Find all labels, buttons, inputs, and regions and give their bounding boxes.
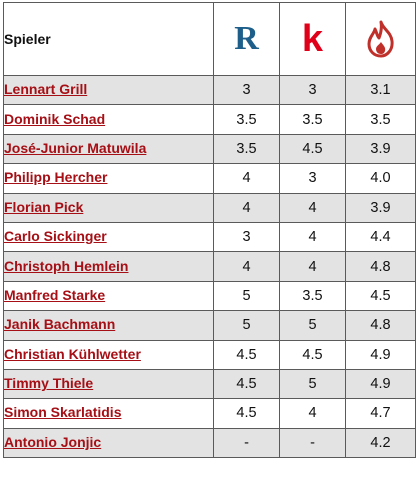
rating-flame-cell: 3.9 bbox=[345, 133, 416, 165]
player-name-cell: Philipp Hercher bbox=[3, 163, 214, 194]
player-link[interactable]: Florian Pick bbox=[4, 198, 84, 215]
rating-r-cell: 5 bbox=[213, 280, 280, 312]
rating-k-cell: 4.5 bbox=[279, 133, 346, 165]
rating-k-cell: 4 bbox=[279, 221, 346, 253]
rating-r-cell: 3 bbox=[213, 221, 280, 253]
player-name-cell: Janik Bachmann bbox=[3, 310, 214, 341]
table-row: Carlo Sickinger 3 4 4.4 bbox=[3, 221, 416, 253]
player-name-cell: Dominik Schad bbox=[3, 104, 214, 135]
rating-flame-cell: 3.9 bbox=[345, 192, 416, 223]
rating-flame-cell: 4.0 bbox=[345, 163, 416, 194]
table-row: José-Junior Matuwila 3.5 4.5 3.9 bbox=[3, 133, 416, 165]
table-row: Timmy Thiele 4.5 5 4.9 bbox=[3, 368, 416, 400]
rating-flame-cell: 4.9 bbox=[345, 368, 416, 400]
rating-flame-cell: 4.5 bbox=[345, 280, 416, 312]
rating-flame-cell: 4.4 bbox=[345, 221, 416, 253]
rating-r-cell: 4.5 bbox=[213, 398, 280, 429]
rating-k-cell: 4 bbox=[279, 192, 346, 223]
table-row: Manfred Starke 5 3.5 4.5 bbox=[3, 280, 416, 312]
header-row: Spieler R k bbox=[3, 2, 416, 76]
rating-flame-cell: 4.2 bbox=[345, 427, 416, 459]
player-link[interactable]: Lennart Grill bbox=[4, 81, 88, 98]
rating-k-cell: 4.5 bbox=[279, 339, 346, 370]
rating-r-cell: 3.5 bbox=[213, 104, 280, 135]
player-link[interactable]: Timmy Thiele bbox=[4, 375, 94, 392]
rating-k-cell: 5 bbox=[279, 368, 346, 400]
table-row: Lennart Grill 3 3 3.1 bbox=[3, 74, 416, 106]
source-k-header: k bbox=[279, 2, 346, 76]
rating-r-cell: 4 bbox=[213, 192, 280, 223]
ratings-table: Spieler R k Lennart Grill 3 bbox=[3, 2, 416, 459]
player-name-cell: Simon Skarlatidis bbox=[3, 398, 214, 429]
rating-r-cell: 4 bbox=[213, 251, 280, 282]
rating-k-cell: 4 bbox=[279, 251, 346, 282]
player-link[interactable]: José-Junior Matuwila bbox=[4, 139, 147, 156]
rating-k-cell: 3.5 bbox=[279, 104, 346, 135]
player-link[interactable]: Janik Bachmann bbox=[4, 316, 116, 333]
rating-k-cell: 5 bbox=[279, 310, 346, 341]
rating-flame-cell: 3.5 bbox=[345, 104, 416, 135]
rating-r-cell: 5 bbox=[213, 310, 280, 341]
player-link[interactable]: Dominik Schad bbox=[4, 110, 106, 127]
player-column-header: Spieler bbox=[3, 2, 214, 76]
rating-r-cell: 4 bbox=[213, 163, 280, 194]
rating-flame-cell: 4.9 bbox=[345, 339, 416, 370]
table-row: Christoph Hemlein 4 4 4.8 bbox=[3, 251, 416, 282]
rating-r-cell: 4.5 bbox=[213, 368, 280, 400]
source-flame-header bbox=[345, 2, 416, 76]
table-row: Florian Pick 4 4 3.9 bbox=[3, 192, 416, 223]
player-link[interactable]: Manfred Starke bbox=[4, 286, 106, 303]
player-link[interactable]: Christoph Hemlein bbox=[4, 257, 129, 274]
table-row: Janik Bachmann 5 5 4.8 bbox=[3, 310, 416, 341]
rating-r-cell: 3 bbox=[213, 74, 280, 106]
rating-k-cell: - bbox=[279, 427, 346, 459]
player-link[interactable]: Simon Skarlatidis bbox=[4, 404, 122, 421]
k-logo-icon: k bbox=[301, 18, 324, 60]
table-row: Antonio Jonjic - -4.2 bbox=[3, 427, 416, 459]
player-link[interactable]: Philipp Hercher bbox=[4, 169, 108, 186]
rating-flame-cell: 4.7 bbox=[345, 398, 416, 429]
rating-r-cell: 3.5 bbox=[213, 133, 280, 165]
rating-k-cell: 4 bbox=[279, 398, 346, 429]
rating-r-cell: - bbox=[213, 427, 280, 459]
player-link[interactable]: Carlo Sickinger bbox=[4, 228, 107, 245]
rating-flame-cell: 3.1 bbox=[345, 74, 416, 106]
table-row: Philipp Hercher 4 3 4.0 bbox=[3, 163, 416, 194]
player-name-cell: Florian Pick bbox=[3, 192, 214, 223]
player-name-cell: Antonio Jonjic bbox=[3, 427, 214, 459]
player-link[interactable]: Christian Kühlwetter bbox=[4, 345, 141, 362]
rating-k-cell: 3 bbox=[279, 163, 346, 194]
table-row: Christian Kühlwetter 4.5 4.5 4.9 bbox=[3, 339, 416, 370]
player-rows: Lennart Grill 3 3 3.1 Dominik Schad 3.5 3.5 3.5… bbox=[3, 74, 416, 459]
r-logo-icon: R bbox=[234, 20, 259, 57]
player-name-cell: José-Junior Matuwila bbox=[3, 133, 214, 165]
flame-icon bbox=[367, 20, 394, 58]
player-name-cell: Lennart Grill bbox=[3, 74, 214, 106]
rating-k-cell: 3.5 bbox=[279, 280, 346, 312]
source-r-header: R bbox=[213, 2, 280, 76]
table-row: Dominik Schad 3.5 3.5 3.5 bbox=[3, 104, 416, 135]
player-name-cell: Christoph Hemlein bbox=[3, 251, 214, 282]
rating-flame-cell: 4.8 bbox=[345, 310, 416, 341]
player-link[interactable]: Antonio Jonjic bbox=[4, 433, 102, 450]
rating-flame-cell: 4.8 bbox=[345, 251, 416, 282]
player-name-cell: Christian Kühlwetter bbox=[3, 339, 214, 370]
player-name-cell: Timmy Thiele bbox=[3, 368, 214, 400]
rating-r-cell: 4.5 bbox=[213, 339, 280, 370]
player-name-cell: Manfred Starke bbox=[3, 280, 214, 312]
table-row: Simon Skarlatidis 4.5 4 4.7 bbox=[3, 398, 416, 429]
rating-k-cell: 3 bbox=[279, 74, 346, 106]
player-name-cell: Carlo Sickinger bbox=[3, 221, 214, 253]
